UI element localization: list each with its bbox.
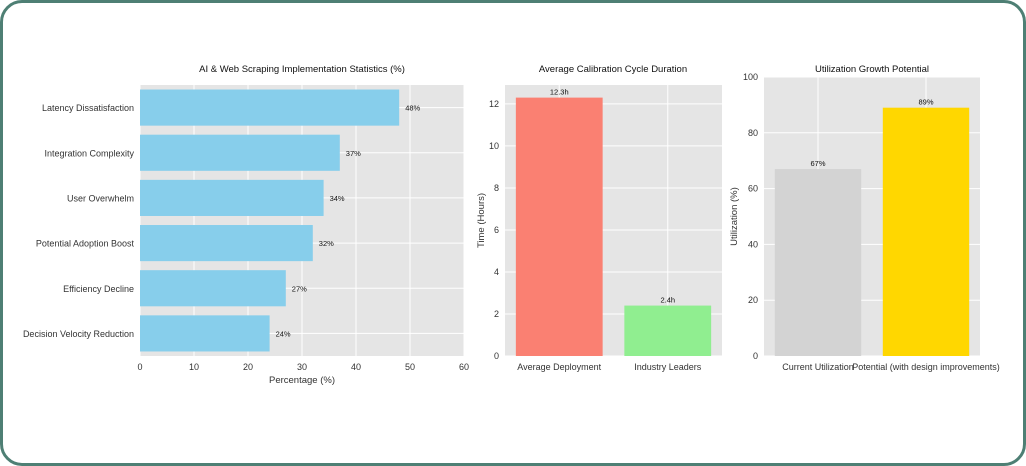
bar-value-label-3: 89% (918, 98, 933, 107)
y-tick-label-2: 2 (494, 309, 499, 319)
y-tick-label-3: 40 (748, 239, 758, 249)
y-tick-label-2: 0 (494, 351, 499, 361)
x-axis-label-1: Percentage (%) (269, 375, 335, 386)
y-tick-label-2: 8 (494, 183, 499, 193)
y-axis-label-3: Utilization (%) (729, 187, 740, 246)
bar-value-label-1: 24% (276, 329, 291, 338)
chart-title-1: AI & Web Scraping Implementation Statist… (199, 64, 405, 75)
x-tick-label-1: 10 (189, 362, 199, 372)
bar-1 (515, 97, 603, 357)
y-tick-label-3: 80 (748, 128, 758, 138)
bar-value-label-3: 67% (810, 159, 825, 168)
bar-1 (140, 89, 400, 126)
y-axis-label-2: Time (Hours) (476, 193, 487, 248)
y-tick-label-1: Potential Adoption Boost (36, 239, 135, 249)
bar-value-label-2: 2.4h (660, 296, 675, 305)
x-tick-label-3: Potential (with design improvements) (852, 362, 1000, 372)
bar-2 (140, 134, 340, 171)
bar-2 (624, 305, 712, 356)
y-tick-label-1: Integration Complexity (44, 148, 134, 158)
x-tick-label-1: 60 (459, 362, 469, 372)
bar-2 (882, 107, 970, 356)
y-tick-label-3: 60 (748, 184, 758, 194)
y-tick-label-2: 12 (489, 99, 499, 109)
bar-value-label-1: 37% (346, 149, 361, 158)
bar-value-label-1: 32% (319, 239, 334, 248)
bar-4 (140, 225, 313, 262)
y-tick-label-2: 4 (494, 267, 499, 277)
bar-1 (774, 169, 862, 356)
y-tick-label-3: 0 (753, 351, 758, 361)
x-tick-label-1: 40 (351, 362, 361, 372)
bar-value-label-1: 27% (292, 284, 307, 293)
bar-3 (140, 179, 324, 216)
x-tick-label-3: Current Utilization (782, 362, 854, 372)
x-tick-label-2: Average Deployment (517, 362, 601, 372)
bar-5 (140, 270, 286, 307)
bar-value-label-1: 48% (405, 104, 420, 113)
y-tick-label-3: 20 (748, 295, 758, 305)
y-tick-label-1: User Overwhelm (67, 193, 134, 203)
bar-value-label-1: 34% (330, 194, 345, 203)
x-tick-label-1: 50 (405, 362, 415, 372)
y-tick-label-1: Latency Dissatisfaction (42, 103, 134, 113)
chart-title-2: Average Calibration Cycle Duration (539, 64, 687, 75)
x-tick-label-1: 0 (137, 362, 142, 372)
x-tick-label-2: Industry Leaders (634, 362, 702, 372)
bar-value-label-2: 12.3h (550, 88, 569, 97)
y-tick-label-3: 100 (743, 72, 758, 82)
chart-title-3: Utilization Growth Potential (815, 64, 929, 75)
y-tick-label-2: 6 (494, 225, 499, 235)
x-tick-label-1: 20 (243, 362, 253, 372)
y-tick-label-2: 10 (489, 141, 499, 151)
bar-6 (140, 315, 270, 352)
x-tick-label-1: 30 (297, 362, 307, 372)
y-tick-label-1: Decision Velocity Reduction (23, 329, 134, 339)
y-tick-label-1: Efficiency Decline (63, 284, 134, 294)
